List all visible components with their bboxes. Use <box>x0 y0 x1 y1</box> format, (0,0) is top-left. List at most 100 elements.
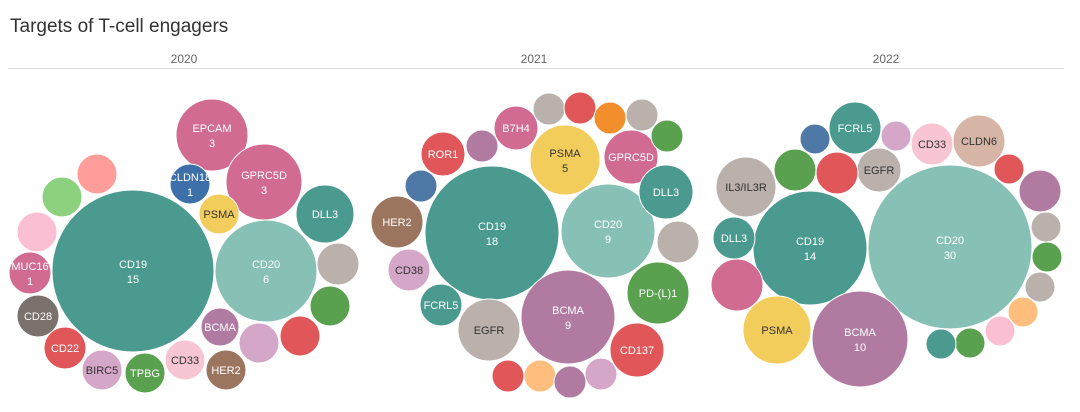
bubble-label-2021-bcma: BCMA <box>552 305 584 317</box>
bubble-2021-unlabeled-15[interactable] <box>563 91 597 125</box>
bubble-2022-unlabeled-20[interactable] <box>984 315 1016 347</box>
bubble-label-2020-dll3: DLL3 <box>312 209 338 221</box>
bubble-2022-unlabeled-15[interactable] <box>1018 169 1062 213</box>
bubble-2021-unlabeled-18[interactable] <box>650 119 684 153</box>
bubble-2022-unlabeled-21[interactable] <box>954 327 986 359</box>
bubble-2022-psma[interactable] <box>742 295 812 365</box>
bubble-value-2021-cd20: 9 <box>605 234 611 246</box>
bubble-2020-unlabeled-19[interactable] <box>309 285 351 327</box>
bubble-2022-unlabeled-22[interactable] <box>925 328 957 360</box>
bubble-2022-cd19[interactable] <box>752 190 868 306</box>
bubble-label-2022-cd19: CD19 <box>796 236 824 248</box>
bubble-2021-bcma[interactable] <box>520 269 616 365</box>
bubble-2020-unlabeled-17[interactable] <box>16 211 58 253</box>
bubble-2022-unlabeled-10[interactable] <box>799 123 831 155</box>
bubble-2021-ror1[interactable] <box>420 131 466 177</box>
bubble-2020-cd28[interactable] <box>16 294 60 338</box>
bubble-label-2022-psma: PSMA <box>761 325 793 337</box>
bubble-2022-unlabeled-16[interactable] <box>1030 211 1062 243</box>
bubble-2021-unlabeled-16[interactable] <box>593 101 627 135</box>
bubble-2022-cldn6[interactable] <box>952 114 1006 168</box>
bubble-2022-fcrl5[interactable] <box>828 101 882 155</box>
bubble-label-2022-cd33: CD33 <box>918 139 946 151</box>
bubble-2021-cd38[interactable] <box>387 248 431 292</box>
bubble-label-2021-cd19: CD19 <box>478 221 506 233</box>
bubble-2021-unlabeled-23[interactable] <box>523 359 557 393</box>
bubble-2022-bcma[interactable] <box>811 290 909 388</box>
bubble-label-2020-epcam: EPCAM <box>192 123 231 135</box>
bubble-2021-unlabeled-25[interactable] <box>584 357 618 391</box>
bubble-2021-cd20[interactable] <box>560 183 656 279</box>
header-divider <box>8 68 1064 69</box>
bubble-label-2022-egfr: EGFR <box>864 165 895 177</box>
bubble-2021-unlabeled-14[interactable] <box>532 92 566 126</box>
bubble-2020-unlabeled-21[interactable] <box>238 322 280 364</box>
bubble-2022-unlabeled-11[interactable] <box>773 148 817 192</box>
bubble-2020-muc16[interactable] <box>8 251 52 295</box>
bubble-2020-dll3[interactable] <box>295 184 355 244</box>
bubble-2020-unlabeled-18[interactable] <box>316 242 360 286</box>
bubble-2021-unlabeled-21[interactable] <box>656 220 700 264</box>
bubble-2020-unlabeled-20[interactable] <box>279 315 321 357</box>
bubble-2021-unlabeled-20[interactable] <box>404 169 438 203</box>
bubble-label-2021-cd137: CD137 <box>620 345 654 357</box>
bubble-label-2020-cd22: CD22 <box>51 343 79 355</box>
bubble-label-2020-birc5: BIRC5 <box>86 365 118 377</box>
bubble-2020-epcam[interactable] <box>175 98 249 172</box>
bubble-2020-unlabeled-16[interactable] <box>41 176 83 218</box>
bubble-value-2020-muc16: 1 <box>27 276 33 288</box>
bubble-label-2020-cd28: CD28 <box>24 311 52 323</box>
bubble-2021-b7h4[interactable] <box>493 105 539 151</box>
bubble-2022-unlabeled-13[interactable] <box>880 120 912 152</box>
year-label-2022: 2022 <box>872 52 900 66</box>
bubble-label-2020-psma: PSMA <box>203 209 235 221</box>
bubble-2020-cd19[interactable] <box>51 189 215 353</box>
bubble-2020-her2[interactable] <box>205 349 247 391</box>
bubble-2021-gprc5d[interactable] <box>603 129 659 185</box>
bubble-label-2020-gprc5d: GPRC5D <box>241 170 287 182</box>
bubble-label-2022-dll3: DLL3 <box>721 233 747 245</box>
bubble-2021-egfr[interactable] <box>457 298 521 362</box>
bubble-2020-psma[interactable] <box>198 193 240 235</box>
bubble-2021-cd137[interactable] <box>609 322 665 378</box>
bubble-label-2020-cd33: CD33 <box>171 355 199 367</box>
panel-2022: CD20 30 CD19 14 BCMA 10 PSMA IL3/IL3R FCRL5 EGFR C… <box>710 101 1063 388</box>
bubble-2022-unlabeled-12[interactable] <box>815 151 859 195</box>
bubble-2022-cd20[interactable] <box>867 164 1033 330</box>
bubble-2020-cd20[interactable] <box>214 219 318 323</box>
bubble-2022-il3-il3r[interactable] <box>715 156 777 218</box>
bubble-value-2021-cd19: 18 <box>486 236 498 248</box>
panel-2020: CD19 15 CD20 6 EPCAM 3 GPRC5D 3 CLDN18 1 PSMA DLL3 M… <box>8 98 360 394</box>
bubble-2021-unlabeled-24[interactable] <box>553 365 587 399</box>
bubble-2022-unlabeled-18[interactable] <box>1024 271 1056 303</box>
bubble-2022-unlabeled-17[interactable] <box>1031 241 1063 273</box>
bubble-2021-dll3[interactable] <box>638 164 694 220</box>
bubble-2021-psma[interactable] <box>529 124 601 196</box>
bubble-label-2022-fcrl5: FCRL5 <box>838 123 873 135</box>
bubble-label-2020-her2: HER2 <box>211 365 240 377</box>
bubble-2020-unlabeled-15[interactable] <box>76 153 118 195</box>
bubble-label-2021-cd38: CD38 <box>395 265 423 277</box>
bubble-2021-unlabeled-22[interactable] <box>491 359 525 393</box>
bubble-2022-unlabeled-23[interactable] <box>710 258 764 312</box>
bubble-2020-birc5[interactable] <box>81 349 123 391</box>
bubble-value-2020-epcam: 3 <box>209 138 215 150</box>
bubble-2021-her2[interactable] <box>370 195 424 249</box>
bubble-2022-unlabeled-19[interactable] <box>1007 296 1039 328</box>
bubble-2021-pd-l-1[interactable] <box>626 261 690 325</box>
bubble-2021-unlabeled-19[interactable] <box>465 129 499 163</box>
bubble-2020-cd33[interactable] <box>164 339 206 381</box>
bubble-value-2021-bcma: 9 <box>565 320 571 332</box>
bubble-2020-cd22[interactable] <box>43 326 87 370</box>
bubble-2020-gprc5d[interactable] <box>225 143 303 221</box>
bubble-label-2020-tpbg: TPBG <box>130 368 160 380</box>
bubble-2020-cldn18[interactable] <box>169 163 211 205</box>
bubble-2020-bcma[interactable] <box>200 307 240 347</box>
bubble-2022-unlabeled-14[interactable] <box>993 153 1025 185</box>
bubble-label-2021-dll3: DLL3 <box>653 187 679 199</box>
bubble-2020-tpbg[interactable] <box>124 352 166 394</box>
bubble-value-2020-gprc5d: 3 <box>261 185 267 197</box>
bubble-label-2021-pd-l-1: PD-(L)1 <box>639 288 678 300</box>
bubble-2021-unlabeled-17[interactable] <box>625 98 659 132</box>
bubble-2021-fcrl5[interactable] <box>419 283 463 327</box>
